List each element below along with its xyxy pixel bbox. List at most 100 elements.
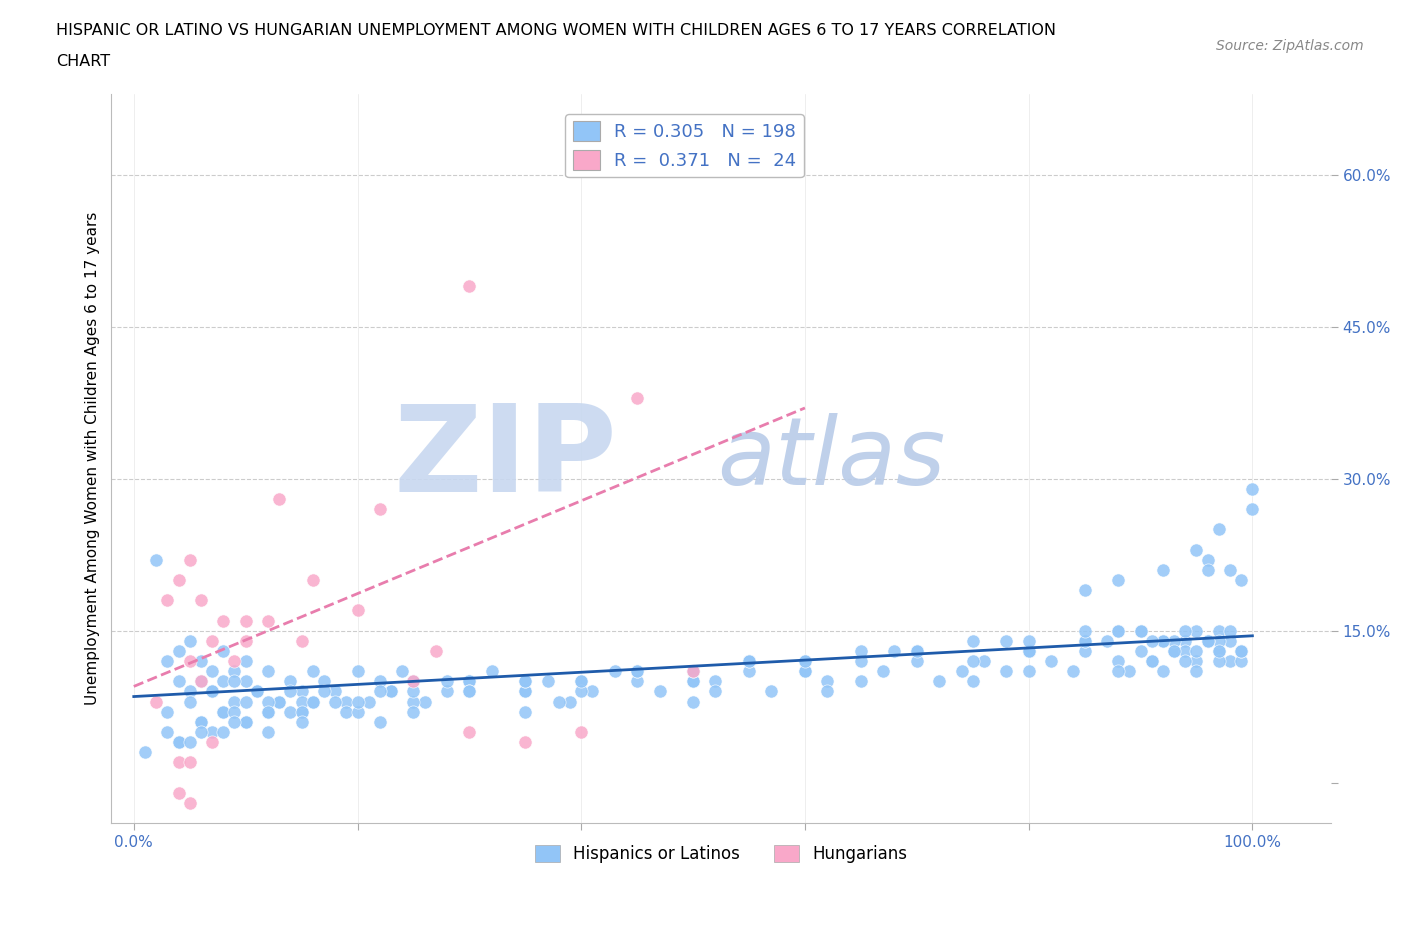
Point xyxy=(235,694,257,709)
Point xyxy=(1185,654,1208,669)
Point xyxy=(312,674,335,689)
Point xyxy=(995,664,1018,679)
Point xyxy=(145,694,167,709)
Point xyxy=(569,684,592,699)
Point xyxy=(704,674,727,689)
Point xyxy=(950,664,973,679)
Point xyxy=(515,684,537,699)
Point xyxy=(1095,633,1118,648)
Point xyxy=(682,674,704,689)
Point xyxy=(257,704,280,719)
Point xyxy=(761,684,783,699)
Point xyxy=(1073,633,1095,648)
Point xyxy=(212,674,235,689)
Point xyxy=(458,279,481,294)
Point xyxy=(368,674,391,689)
Point xyxy=(515,735,537,750)
Point xyxy=(156,724,179,739)
Point xyxy=(458,684,481,699)
Point xyxy=(246,684,269,699)
Point xyxy=(179,735,201,750)
Point xyxy=(1185,623,1208,638)
Point xyxy=(626,664,648,679)
Point xyxy=(224,664,246,679)
Point xyxy=(1208,654,1230,669)
Point xyxy=(1140,633,1163,648)
Point xyxy=(1230,644,1253,658)
Point xyxy=(436,684,458,699)
Point xyxy=(1073,623,1095,638)
Point xyxy=(257,664,280,679)
Point xyxy=(167,755,190,770)
Point xyxy=(458,724,481,739)
Point xyxy=(1230,644,1253,658)
Point xyxy=(224,674,246,689)
Point xyxy=(167,573,190,588)
Point xyxy=(402,674,425,689)
Point xyxy=(581,684,603,699)
Point xyxy=(995,633,1018,648)
Point xyxy=(1018,633,1040,648)
Point xyxy=(1140,654,1163,669)
Point xyxy=(190,674,212,689)
Point xyxy=(1230,654,1253,669)
Point xyxy=(1073,633,1095,648)
Point xyxy=(235,674,257,689)
Point xyxy=(537,674,560,689)
Point xyxy=(794,654,817,669)
Point xyxy=(962,633,984,648)
Point xyxy=(794,664,817,679)
Point xyxy=(290,684,312,699)
Point xyxy=(1129,644,1152,658)
Point xyxy=(1219,654,1241,669)
Text: HISPANIC OR LATINO VS HUNGARIAN UNEMPLOYMENT AMONG WOMEN WITH CHILDREN AGES 6 TO: HISPANIC OR LATINO VS HUNGARIAN UNEMPLOY… xyxy=(56,23,1056,38)
Point xyxy=(212,704,235,719)
Point xyxy=(1208,633,1230,648)
Point xyxy=(1129,623,1152,638)
Point xyxy=(413,694,436,709)
Point xyxy=(1073,644,1095,658)
Point xyxy=(280,674,302,689)
Point xyxy=(704,684,727,699)
Point xyxy=(458,684,481,699)
Point xyxy=(425,644,447,658)
Text: ZIP: ZIP xyxy=(394,400,617,517)
Point xyxy=(962,674,984,689)
Point xyxy=(794,654,817,669)
Point xyxy=(626,674,648,689)
Point xyxy=(905,654,928,669)
Point xyxy=(301,694,323,709)
Point xyxy=(190,714,212,729)
Point xyxy=(1129,623,1152,638)
Point xyxy=(436,674,458,689)
Point xyxy=(1073,583,1095,598)
Point xyxy=(290,714,312,729)
Point xyxy=(257,704,280,719)
Point xyxy=(1107,623,1129,638)
Point xyxy=(1152,633,1174,648)
Point xyxy=(1018,644,1040,658)
Point xyxy=(738,654,761,669)
Point xyxy=(1018,644,1040,658)
Point xyxy=(1174,654,1197,669)
Point xyxy=(380,684,402,699)
Point xyxy=(1152,633,1174,648)
Point xyxy=(1185,644,1208,658)
Point xyxy=(346,664,368,679)
Point xyxy=(626,664,648,679)
Point xyxy=(335,704,357,719)
Point xyxy=(849,644,872,658)
Point xyxy=(1219,563,1241,578)
Point xyxy=(794,664,817,679)
Point xyxy=(1107,654,1129,669)
Point xyxy=(1174,623,1197,638)
Point xyxy=(235,714,257,729)
Point xyxy=(1197,633,1219,648)
Point xyxy=(1174,644,1197,658)
Point xyxy=(1208,644,1230,658)
Point xyxy=(346,704,368,719)
Point xyxy=(905,644,928,658)
Point xyxy=(1107,623,1129,638)
Text: Source: ZipAtlas.com: Source: ZipAtlas.com xyxy=(1216,39,1364,53)
Point xyxy=(323,684,346,699)
